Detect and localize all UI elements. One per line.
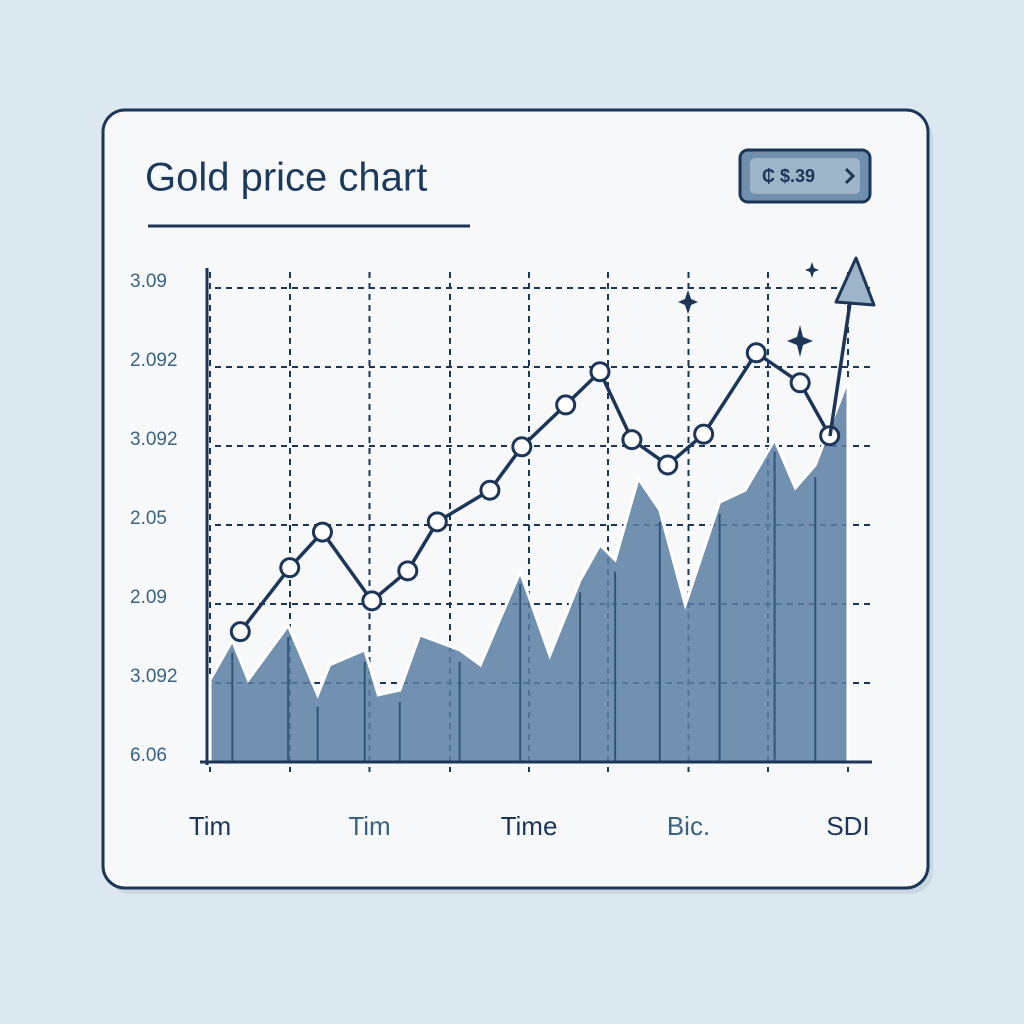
point bbox=[745, 342, 767, 364]
point bbox=[789, 372, 811, 394]
badge-chevron bbox=[844, 167, 856, 185]
y-tick-label: 6.06 bbox=[130, 745, 167, 766]
trend-arrowhead bbox=[834, 256, 876, 307]
badge-inner bbox=[750, 158, 860, 194]
point bbox=[361, 590, 383, 612]
point bbox=[229, 621, 251, 643]
point bbox=[397, 560, 419, 582]
point bbox=[479, 479, 501, 501]
point bbox=[279, 557, 301, 579]
chart-title: Gold price chart bbox=[145, 156, 427, 200]
point bbox=[621, 429, 643, 451]
y-tick-label: 2.05 bbox=[130, 508, 167, 529]
x-tick-label: Bic. bbox=[667, 811, 710, 841]
area bbox=[208, 379, 850, 764]
y-tick-label: 3.092 bbox=[130, 666, 178, 687]
y-tick-label: 3.09 bbox=[130, 271, 167, 292]
point bbox=[657, 454, 679, 476]
point bbox=[555, 394, 577, 416]
y-tick-label: 3.092 bbox=[130, 429, 178, 450]
point bbox=[589, 361, 611, 383]
badge-text: ₵ $.39 bbox=[762, 166, 815, 186]
sparkle bbox=[787, 325, 813, 357]
point bbox=[693, 423, 715, 445]
line bbox=[238, 351, 832, 633]
x-tick-label: Time bbox=[501, 811, 558, 841]
sparkle bbox=[805, 262, 819, 278]
point bbox=[311, 521, 333, 543]
sparkle bbox=[678, 290, 698, 314]
y-tick-label: 2.09 bbox=[130, 587, 167, 608]
point bbox=[426, 511, 448, 533]
y-tick-label: 2.092 bbox=[130, 350, 178, 371]
point bbox=[511, 436, 533, 458]
x-tick-label: Tim bbox=[189, 811, 231, 841]
x-tick-label: Tim bbox=[348, 811, 390, 841]
x-tick-label: SDI bbox=[826, 811, 869, 841]
